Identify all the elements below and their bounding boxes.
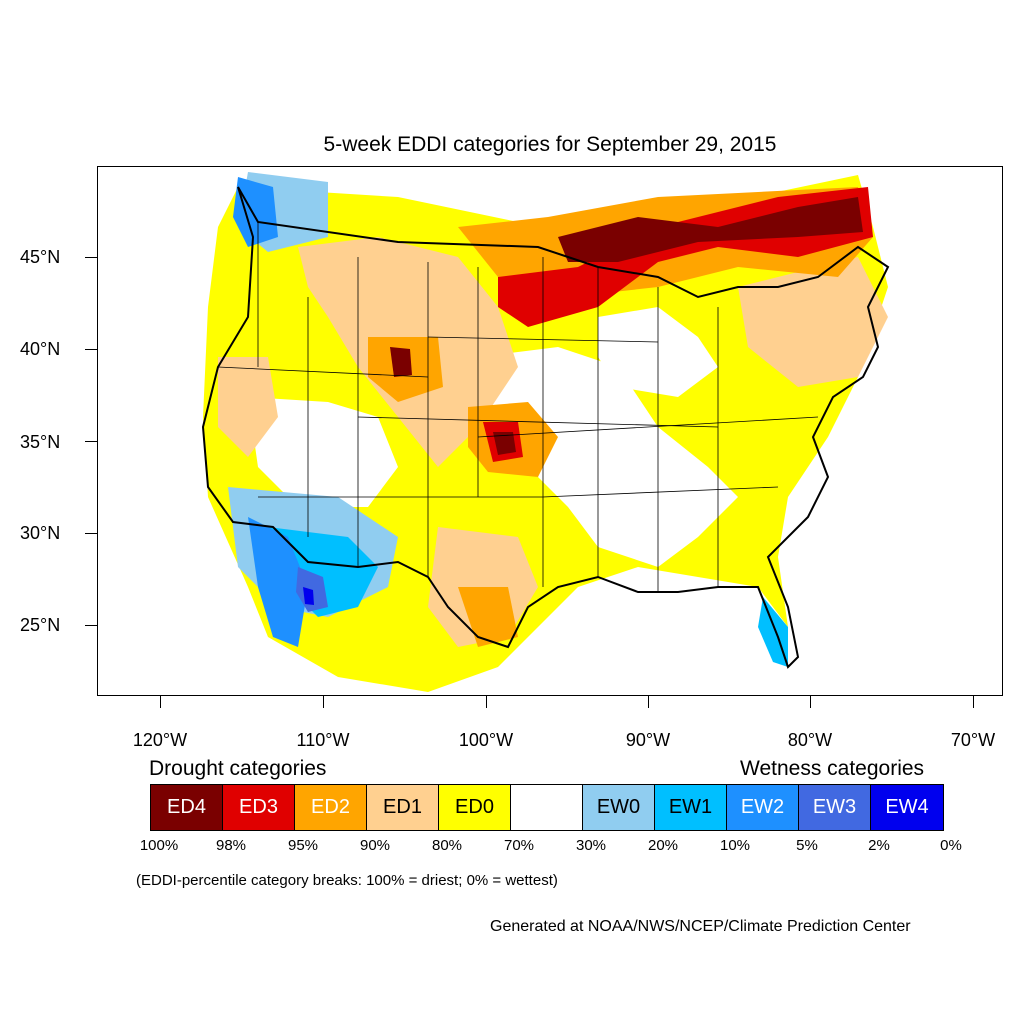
lon-label-70w: 70°W [950,730,996,750]
lon-label-80w: 80°W [787,730,833,750]
us-outline [201,186,890,669]
legend-break-label: 10% [719,837,751,854]
lon-tick [486,696,487,708]
legend-box-neutral [511,785,583,830]
lon-label-110w: 110°W [296,730,350,750]
legend-box-ew4: EW4 [871,785,943,830]
legend-break-label: 20% [647,837,679,854]
map-title: 5-week EDDI categories for September 29,… [323,133,777,156]
legend-box-ew3: EW3 [799,785,871,830]
drought-heading: Drought categories [149,757,327,780]
state-boundaries [217,222,819,592]
credit-line: Generated at NOAA/NWS/NCEP/Climate Predi… [490,918,911,935]
legend-colorbar: ED4 ED3 ED2 ED1 ED0 EW0 EW1 EW2 EW3 EW4 [150,784,944,831]
legend-box-ed4: ED4 [151,785,223,830]
legend-break-label: 30% [575,837,607,854]
ew2-region-washington [233,177,278,247]
legend-break-label: 2% [868,837,890,854]
lat-label-30n: 30°N [20,523,61,543]
lon-tick [160,696,161,708]
legend-box-ed0: ED0 [439,785,511,830]
legend-box-ed2: ED2 [295,785,367,830]
legend-box-ew2: EW2 [727,785,799,830]
lon-label-100w: 100°W [458,730,514,750]
legend-break-label: 5% [796,837,818,854]
legend-break-label: 95% [287,837,319,854]
legend-break-label: 90% [359,837,391,854]
ed4-region-north [558,197,863,262]
legend-break-label: 80% [431,837,463,854]
lat-label-40n: 40°N [20,339,61,359]
ew1-region-florida [758,597,788,667]
ed1-region-northeast [738,257,888,387]
lat-tick [85,349,97,350]
legend-note: (EDDI-percentile category breaks: 100% =… [136,872,558,889]
lon-tick [323,696,324,708]
legend-break-label: 100% [139,837,179,854]
ed1-region-west [218,357,278,457]
lon-tick [810,696,811,708]
lat-tick [85,625,97,626]
wetness-heading: Wetness categories [740,757,925,780]
ed4-region-wyoming [390,347,412,377]
lat-tick [85,441,97,442]
legend-box-ew0: EW0 [583,785,655,830]
legend-box-ew1: EW1 [655,785,727,830]
eddi-map [201,172,890,692]
legend-break-label: 0% [940,837,962,854]
lon-label-120w: 120°W [132,730,188,750]
lat-label-35n: 35°N [20,432,61,452]
ew3-region-sonora [296,567,328,612]
lat-label-25n: 25°N [20,615,61,635]
map-panel [97,166,1003,696]
ew4-region-sonora [303,587,314,605]
lat-tick [85,533,97,534]
ew2-region-baja [248,517,308,647]
lon-label-90w: 90°W [625,730,671,750]
ed4-region-kansas [493,432,516,455]
neutral-region-southwest [248,397,398,507]
lon-tick [648,696,649,708]
lon-tick [973,696,974,708]
lat-tick [85,257,97,258]
legend-break-label: 98% [215,837,247,854]
legend-box-ed1: ED1 [367,785,439,830]
legend-break-label: 70% [503,837,535,854]
lat-label-45n: 45°N [20,247,61,267]
legend-box-ed3: ED3 [223,785,295,830]
